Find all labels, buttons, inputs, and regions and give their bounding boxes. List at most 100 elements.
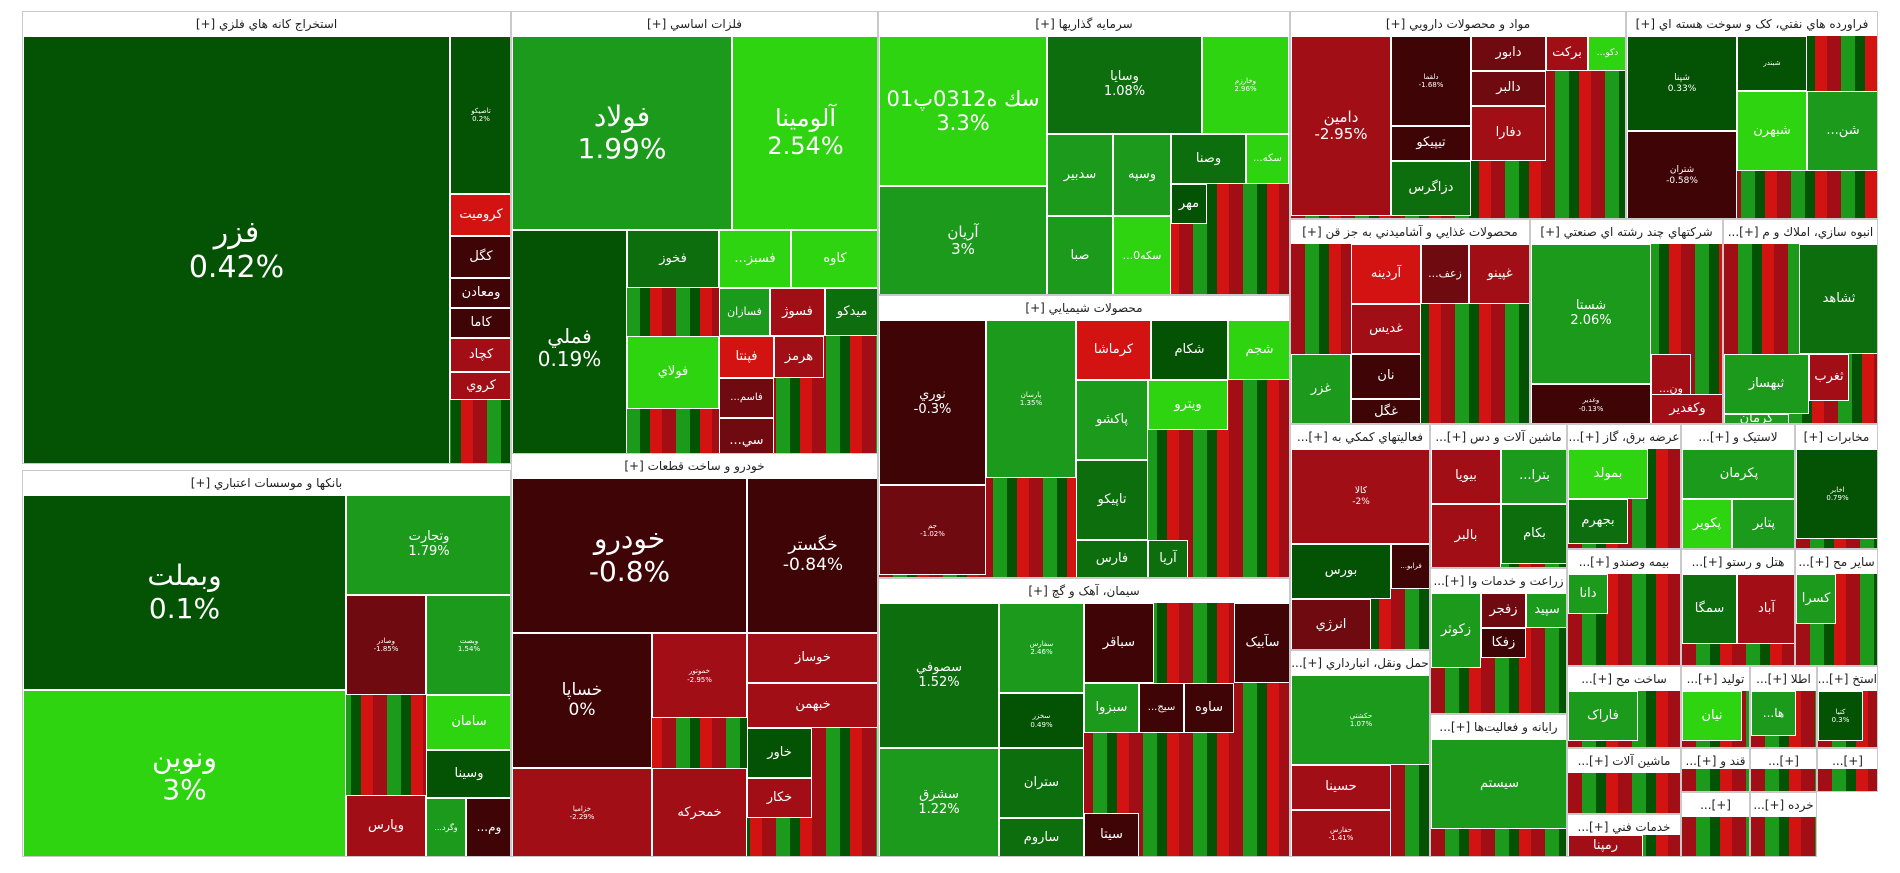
stock-cell[interactable]: آريا (1148, 540, 1188, 577)
stock-cell[interactable]: تاپيکو (1076, 460, 1148, 540)
sector-block[interactable]: انبوه سازي، املاك و م [+]... ثشاهد ثغرب ثبه… (1723, 219, 1878, 424)
stock-cell[interactable]: فسوژ (770, 288, 825, 336)
sector-block[interactable]: ساخت مح [+]... فاراک (1567, 666, 1681, 748)
sector-block[interactable]: محصولات شيميايي [+] نوري -0.3% پارسان 1.35% ک… (878, 295, 1290, 578)
sector-block[interactable]: لاستيک و [+]... پکرمان پکوير پتاير (1681, 424, 1795, 549)
sector-block[interactable]: فعاليتهاي کمکي به [+]... کالا -2% بورس ...فر… (1290, 424, 1430, 650)
stock-cell[interactable]: پاکشو (1076, 380, 1148, 460)
sector-block[interactable]: فراورده هاي نفتي، کک و سوخت هسته اي [+] ش… (1626, 11, 1878, 219)
stock-cell[interactable]: خبهمن (747, 683, 877, 728)
stock-cell[interactable]: ثغرب (1809, 354, 1849, 401)
sector-title[interactable]: ماشين آلات [+]... (1568, 749, 1680, 773)
stock-cell[interactable]: کرمان (1724, 414, 1789, 423)
stock-cell[interactable]: پکرمان (1682, 449, 1794, 499)
sector-title[interactable]: لاستيک و [+]... (1682, 425, 1794, 449)
stock-cell[interactable]: سدبير (1047, 134, 1113, 216)
stock-cell[interactable]: شجم (1228, 320, 1289, 380)
stock-cell[interactable]: خودرو -0.8% (512, 478, 747, 633)
stock-cell[interactable]: شکام (1151, 320, 1228, 380)
stock-cell[interactable]: تاصيکو 0.2% (450, 36, 510, 194)
sector-title[interactable]: فراورده هاي نفتي، کک و سوخت هسته اي [+] (1627, 12, 1877, 36)
stock-cell[interactable]: زفکا (1481, 628, 1526, 658)
stock-cell[interactable]: ...فرابو (1391, 544, 1429, 589)
stock-cell[interactable]: ...دکو (1588, 36, 1625, 71)
stock-cell[interactable]: ستران (999, 748, 1084, 818)
stock-cell[interactable]: پکوير (1682, 499, 1732, 548)
sector-title[interactable]: محصولات شيميايي [+] (879, 296, 1289, 320)
stock-cell[interactable]: ...سيج (1139, 683, 1184, 733)
sector-block[interactable]: رايانه و فعاليت‌ها [+]... سيستم (1430, 714, 1567, 857)
sector-title[interactable]: زراعت و خدمات وا [+]... (1431, 569, 1566, 593)
sector-block[interactable]: مخابرات [+] اخابر 0.79% (1795, 424, 1878, 549)
stock-cell[interactable]: مهر (1171, 184, 1207, 224)
sector-title[interactable]: سرمايه گذاريها [+] (879, 12, 1289, 36)
stock-cell[interactable]: شپنا 0.33% (1627, 36, 1737, 131)
sector-title[interactable]: خودرو و ساخت قطعات [+] (512, 454, 877, 478)
stock-cell[interactable]: سباقر (1084, 603, 1154, 683)
sector-block[interactable]: خدمات فني [+]... رمپنا (1567, 814, 1681, 857)
sector-block[interactable]: استخراج کانه هاي فلزي [+] فزر 0.42% تاصيکو 0… (22, 11, 511, 464)
sector-title[interactable]: بيمه وصندو [+]... (1568, 550, 1680, 574)
stock-cell[interactable]: بيويا (1431, 449, 1501, 504)
sector-block[interactable]: قند و [+]... (1681, 748, 1750, 792)
stock-cell[interactable]: بورس (1291, 544, 1391, 599)
stock-cell[interactable]: سامان (426, 695, 510, 750)
sector-block[interactable]: [+]... (1817, 748, 1878, 792)
stock-cell[interactable]: سپيد (1526, 593, 1566, 628)
stock-cell[interactable]: فخوز (627, 230, 719, 288)
sector-block[interactable]: استخ [+]... کتيا 0.3% (1817, 666, 1878, 748)
sector-block[interactable]: محصولات غذايي و آشاميدني به جز قن [+] آرد… (1290, 219, 1530, 424)
stock-cell[interactable]: خوساز (747, 633, 877, 683)
sector-title[interactable]: ماشين آلات و دس [+]... (1431, 425, 1566, 449)
stock-cell[interactable]: دفارا (1471, 106, 1546, 161)
stock-cell[interactable]: انرژي (1291, 599, 1371, 649)
stock-cell[interactable]: دزاگرس (1391, 161, 1471, 216)
stock-cell[interactable]: غگل (1351, 399, 1421, 423)
sector-title[interactable]: هتل و رستو [+]... (1682, 550, 1794, 574)
stock-cell[interactable]: سخزر 0.49% (999, 693, 1084, 748)
stock-cell[interactable]: ثبهساز (1724, 354, 1809, 414)
sector-title[interactable]: رايانه و فعاليت‌ها [+]... (1431, 715, 1566, 739)
stock-cell[interactable]: کرماشا (1076, 320, 1151, 380)
sector-block[interactable]: اطلا [+]... ...ها (1750, 666, 1817, 748)
sector-block[interactable]: بانکها و موسسات اعتباري [+] وبملت 0.1% وتجا… (22, 470, 511, 857)
stock-cell[interactable]: پتاير (1732, 499, 1794, 548)
stock-cell[interactable]: ...فاسم (719, 378, 774, 418)
sector-title[interactable]: اطلا [+]... (1751, 667, 1816, 691)
stock-cell[interactable]: وکغدير (1651, 394, 1722, 423)
stock-cell[interactable]: فاراک (1568, 691, 1638, 741)
stock-cell[interactable]: کسرا (1796, 574, 1836, 624)
stock-cell[interactable]: برکت (1546, 36, 1588, 71)
sector-block[interactable]: بيمه وصندو [+]... دانا (1567, 549, 1681, 666)
stock-cell[interactable]: کگل (450, 236, 510, 278)
sector-block[interactable]: زراعت و خدمات وا [+]... زکوثر زفجر سپيد زفکا (1430, 568, 1567, 714)
stock-cell[interactable]: فسازان (719, 288, 770, 336)
stock-cell[interactable]: ونوين 3% (23, 690, 346, 856)
sector-title[interactable]: محصولات غذايي و آشاميدني به جز قن [+] (1291, 220, 1529, 244)
stock-cell[interactable]: سآبيک (1234, 603, 1289, 683)
stock-cell[interactable]: ساروم (999, 818, 1084, 856)
stock-cell[interactable]: وسينا (426, 750, 510, 798)
sector-block[interactable]: هتل و رستو [+]... سمگا آباد (1681, 549, 1795, 666)
sector-block[interactable]: حمل ونقل، انبارداري [+]... حکشتي 1.07% حسين… (1290, 650, 1430, 857)
stock-cell[interactable]: ...سکه (1246, 134, 1289, 184)
stock-cell[interactable]: دلقما -1.68% (1391, 36, 1471, 126)
stock-cell[interactable]: ...بترا (1501, 449, 1566, 504)
stock-cell[interactable]: غديس (1351, 304, 1421, 354)
stock-cell[interactable]: سشرق 1.22% (879, 748, 999, 856)
stock-cell[interactable]: سك ه0312پ01 3.3% (879, 36, 1047, 186)
sector-block[interactable]: ماشين آلات [+]... (1567, 748, 1681, 814)
stock-cell[interactable]: وسايا 1.08% (1047, 36, 1202, 134)
stock-cell[interactable]: شبهرن (1737, 91, 1807, 171)
stock-cell[interactable]: ساوه (1184, 683, 1234, 733)
stock-cell[interactable]: ويترو (1148, 380, 1228, 430)
sector-block[interactable]: سيمان، آهک و گچ [+] سصوفي 1.52% سفارس 2.46% س… (878, 578, 1290, 857)
sector-title[interactable]: حمل ونقل، انبارداري [+]... (1291, 651, 1429, 675)
stock-cell[interactable]: فملي 0.19% (512, 230, 627, 463)
stock-cell[interactable]: زکوثر (1431, 593, 1481, 668)
stock-cell[interactable]: بمولد (1568, 449, 1648, 499)
stock-cell[interactable]: غپينو (1469, 244, 1529, 304)
sector-title[interactable]: استخ [+]... (1818, 667, 1877, 691)
stock-cell[interactable]: نان (1351, 354, 1421, 399)
sector-block[interactable]: [+]... (1681, 792, 1750, 857)
